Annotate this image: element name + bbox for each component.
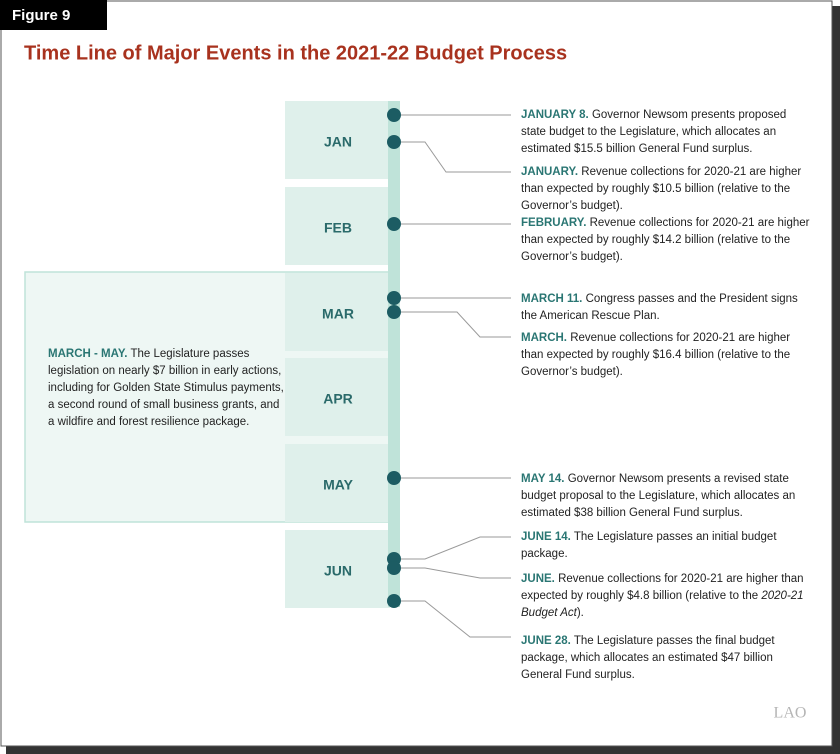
- connector: [401, 600, 511, 638]
- month-box: [285, 273, 390, 351]
- dot: [387, 594, 401, 608]
- event-lead: JUNE.: [521, 573, 555, 585]
- event: MARCH 11. Congress passes and the Presid…: [521, 291, 813, 325]
- event-lead: JUNE 14.: [521, 531, 571, 543]
- event-text: Revenue collections for 2020-21 are high…: [521, 573, 804, 602]
- figure-label-box: [0, 0, 107, 30]
- event-lead: MARCH.: [521, 332, 567, 344]
- event: JUNE 28. The Legislature passes the fina…: [521, 633, 813, 684]
- side-note-lead: MARCH - MAY.: [48, 348, 128, 360]
- event-text: Congress passes and the President signs …: [521, 293, 798, 322]
- dot: [387, 305, 401, 319]
- dot: [387, 108, 401, 122]
- event-lead: JANUARY.: [521, 166, 579, 178]
- timeline-bar: [388, 101, 400, 607]
- logo: LAO: [774, 705, 807, 722]
- event: MARCH. Revenue collections for 2020-21 a…: [521, 330, 813, 381]
- month-label: JAN: [324, 134, 352, 150]
- month-box: [285, 444, 390, 522]
- connectors: [401, 114, 511, 638]
- event: FEBRUARY. Revenue collections for 2020-2…: [521, 215, 813, 266]
- dot: [387, 561, 401, 575]
- event-text: The Legislature passes the final budget …: [521, 635, 775, 681]
- month-label: FEB: [324, 220, 352, 236]
- event: JANUARY. Revenue collections for 2020-21…: [521, 164, 813, 215]
- month-label: JUN: [324, 563, 352, 579]
- dot: [387, 291, 401, 305]
- figure-label: Figure 9: [12, 7, 70, 24]
- dot: [387, 135, 401, 149]
- event: JANUARY 8. Governor Newsom presents prop…: [521, 107, 813, 158]
- month-box: [285, 101, 390, 179]
- side-note: MARCH - MAY. The Legislature passes legi…: [48, 346, 286, 431]
- event-italic: 2020-21 Budget Act: [521, 590, 804, 619]
- event-lead: JUNE 28.: [521, 635, 571, 647]
- dot: [387, 217, 401, 231]
- month-label: MAY: [323, 477, 353, 493]
- event-text: Revenue collections for 2020-21 are high…: [521, 332, 791, 378]
- connector: [401, 141, 511, 173]
- event-text-end: ).: [576, 607, 584, 619]
- event-lead: FEBRUARY.: [521, 217, 587, 229]
- connector: [401, 536, 511, 560]
- side-note-text: The Legislature passes legislation on ne…: [48, 348, 284, 428]
- dots: [387, 108, 401, 608]
- event-text: The Legislature passes an initial budget…: [521, 531, 777, 560]
- month-box: [285, 187, 390, 265]
- event-lead: MARCH 11.: [521, 293, 583, 305]
- event-lead: JANUARY 8.: [521, 109, 589, 121]
- event-text: Revenue collections for 2020-21 are high…: [521, 217, 810, 263]
- dot: [387, 471, 401, 485]
- connector: [401, 311, 511, 338]
- event-text: Governor Newsom presents a revised state…: [521, 473, 796, 519]
- event: MAY 14. Governor Newsom presents a revis…: [521, 471, 813, 522]
- month-boxes: JAN FEB MAR APR MAY JUN: [285, 101, 390, 608]
- connector: [401, 567, 511, 579]
- event: JUNE. Revenue collections for 2020-21 ar…: [521, 571, 813, 622]
- event-text: Governor Newsom presents proposed state …: [521, 109, 787, 155]
- title: Time Line of Major Events in the 2021-22…: [24, 42, 567, 64]
- month-box: [285, 358, 390, 436]
- event: JUNE 14. The Legislature passes an initi…: [521, 529, 813, 563]
- month-label: APR: [323, 391, 353, 407]
- month-box: [285, 530, 390, 608]
- event-text: Revenue collections for 2020-21 are high…: [521, 166, 802, 212]
- month-label: MAR: [322, 306, 354, 322]
- event-lead: MAY 14.: [521, 473, 565, 485]
